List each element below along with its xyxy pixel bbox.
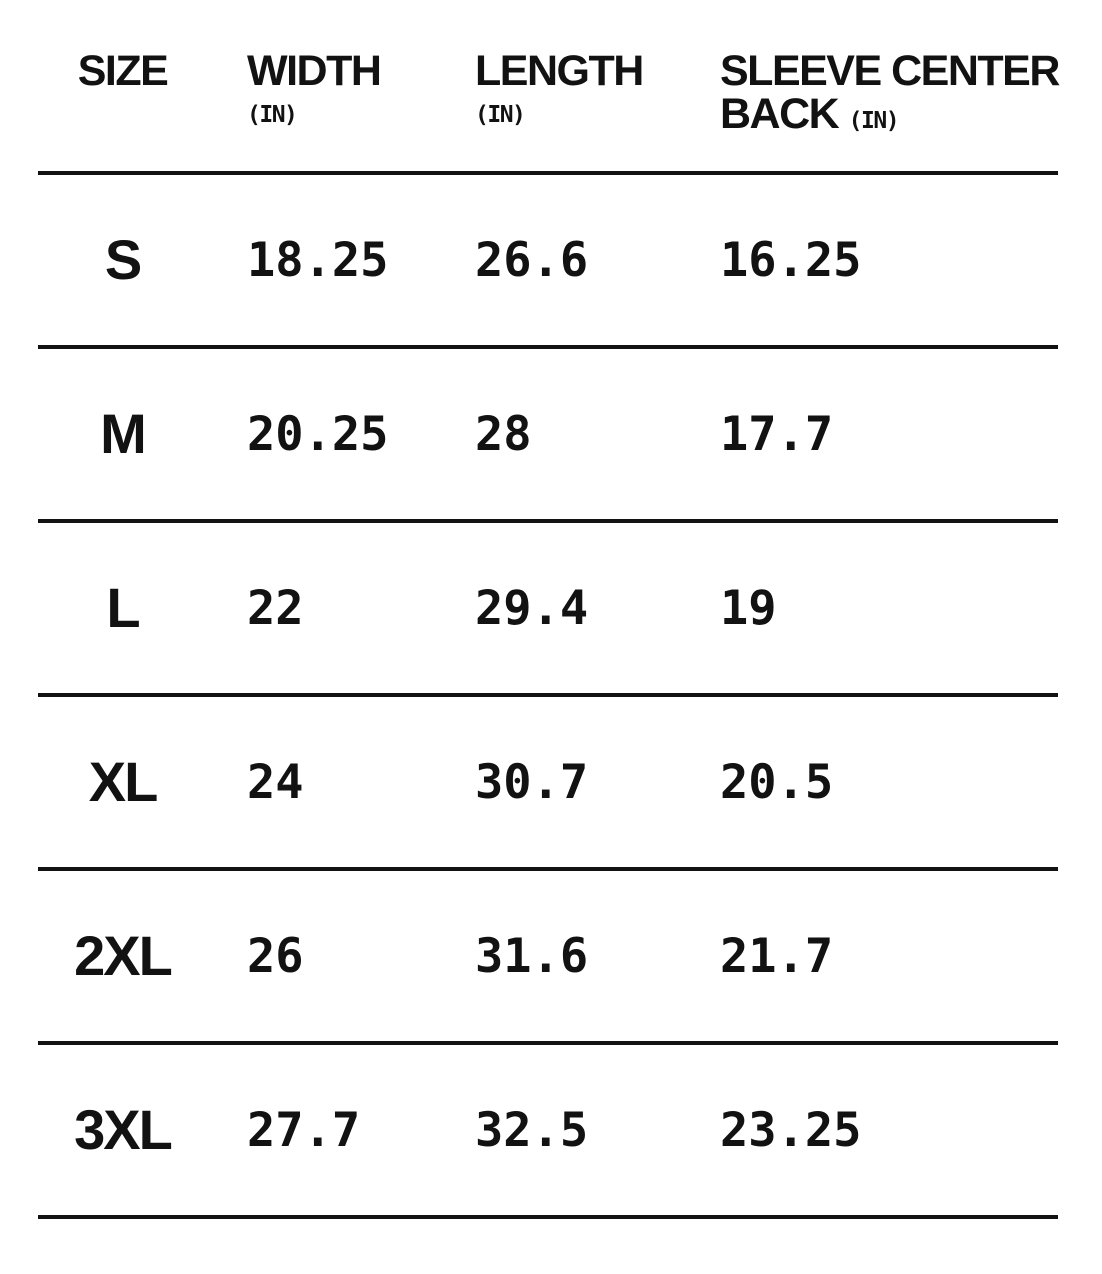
length-value: 28 — [475, 406, 532, 462]
table-header-row: SIZE WIDTH (IN) LENGTH (IN) SLEEVE CENTE… — [38, 0, 1060, 175]
sleeve-value: 19 — [720, 580, 777, 636]
sleeve-column-label-back: BACK — [720, 90, 840, 138]
sleeve-column-label-line2: BACK (IN) — [720, 93, 1058, 143]
sleeve-value: 17.7 — [720, 406, 834, 462]
table-row-3xl: 3XL 27.7 32.5 23.25 — [38, 1045, 1058, 1219]
column-header-length: LENGTH (IN) — [475, 47, 720, 129]
width-value: 26 — [247, 928, 304, 984]
length-value: 32.5 — [475, 1102, 589, 1158]
sleeve-column-label-line1: SLEEVE CENTER — [720, 47, 1060, 95]
size-chart-table: SIZE WIDTH (IN) LENGTH (IN) SLEEVE CENTE… — [38, 0, 1060, 1219]
length-value: 31.6 — [475, 928, 589, 984]
size-value: M — [100, 402, 147, 465]
size-value: S — [104, 228, 142, 291]
size-value: 3XL — [74, 1098, 173, 1161]
length-value: 29.4 — [475, 580, 589, 636]
width-value: 24 — [247, 754, 304, 810]
size-value: L — [106, 576, 140, 639]
length-value: 30.7 — [475, 754, 589, 810]
sleeve-value: 23.25 — [720, 1102, 862, 1158]
size-column-label: SIZE — [77, 47, 169, 95]
width-value: 20.25 — [247, 406, 389, 462]
table-row-2xl: 2XL 26 31.6 21.7 — [38, 871, 1058, 1045]
sleeve-value: 20.5 — [720, 754, 834, 810]
column-header-size: SIZE — [38, 50, 207, 93]
length-column-unit: (IN) — [475, 102, 526, 128]
width-value: 22 — [247, 580, 304, 636]
table-row-l: L 22 29.4 19 — [38, 523, 1058, 697]
width-value: 18.25 — [247, 232, 389, 288]
size-value: XL — [88, 750, 159, 813]
length-value: 26.6 — [475, 232, 589, 288]
table-row-xl: XL 24 30.7 20.5 — [38, 697, 1058, 871]
column-header-width: WIDTH (IN) — [207, 47, 475, 129]
sleeve-column-unit: (IN) — [848, 108, 900, 134]
sleeve-value: 21.7 — [720, 928, 834, 984]
width-column-unit: (IN) — [247, 102, 298, 128]
table-row-s: S 18.25 26.6 16.25 — [38, 175, 1058, 349]
column-header-sleeve-center-back: SLEEVE CENTER BACK (IN) — [720, 47, 1060, 143]
width-column-label: WIDTH — [247, 47, 382, 95]
table-row-m: M 20.25 28 17.7 — [38, 349, 1058, 523]
size-value: 2XL — [74, 924, 173, 987]
width-value: 27.7 — [247, 1102, 361, 1158]
length-column-label: LENGTH — [475, 47, 644, 95]
sleeve-value: 16.25 — [720, 232, 862, 288]
